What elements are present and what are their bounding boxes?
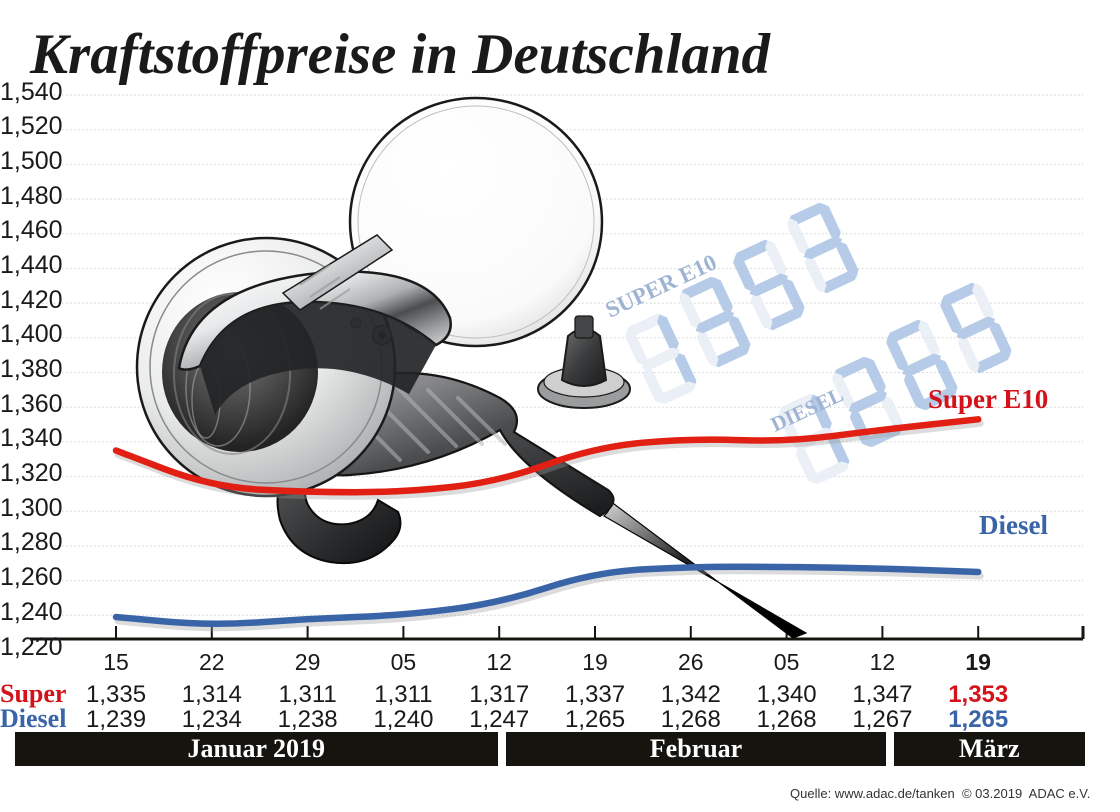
svg-text:DIESEL: DIESEL — [767, 382, 847, 436]
